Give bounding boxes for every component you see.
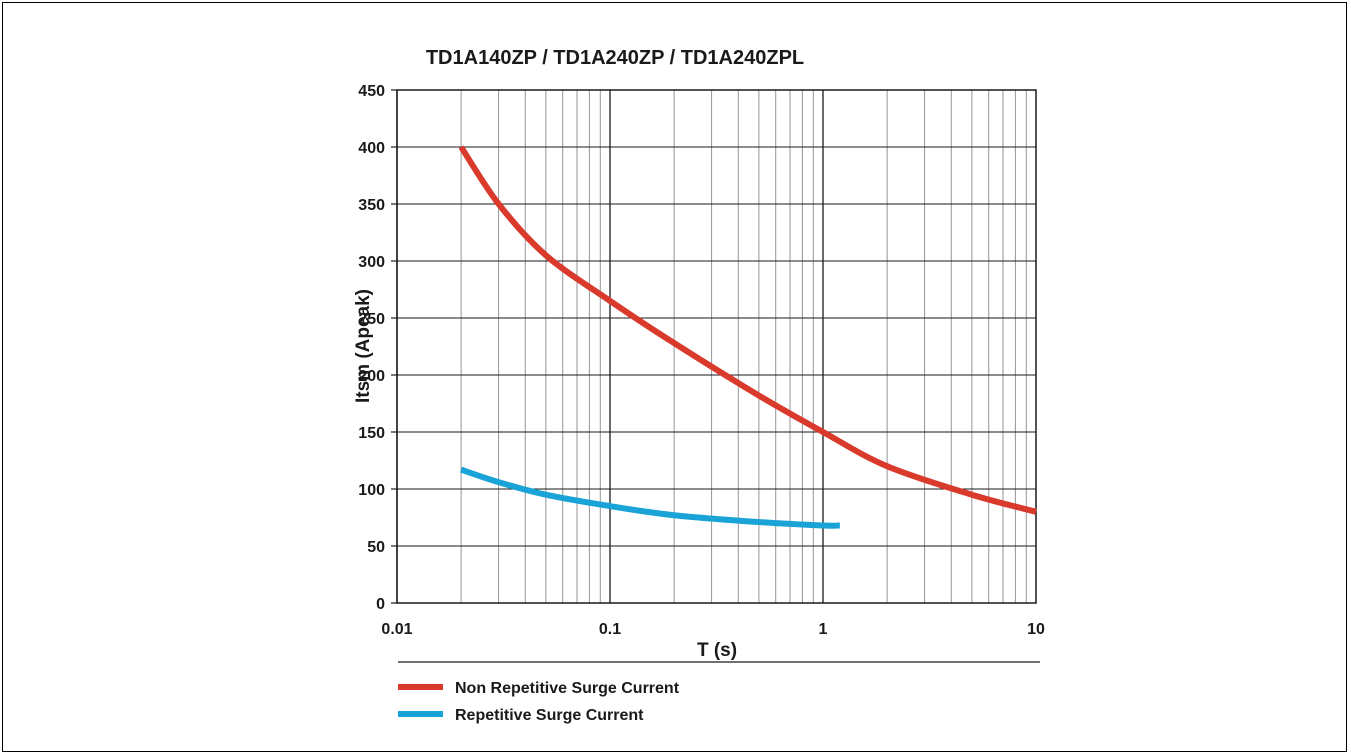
y-tick-label: 250: [358, 311, 385, 328]
y-tick-label: 100: [358, 482, 385, 499]
series-lines: [458, 145, 1037, 529]
series-line-repetitive: [460, 466, 840, 529]
x-tick-label: 0.1: [599, 621, 621, 638]
y-tick-label: 300: [358, 254, 385, 271]
tick-labels: 0 50 100 150 200 250 300 350 400 450 0.01 0.1 1 10: [358, 83, 1045, 638]
y-tick-label: 450: [358, 83, 385, 100]
x-tick-label: 0.01: [381, 621, 412, 638]
y-axis-label: Itsm (Apeak): [353, 289, 374, 403]
plot-border: [396, 89, 1037, 604]
legend-label-non-repetitive: Non Repetitive Surge Current: [455, 680, 680, 697]
chart-title: TD1A140ZP / TD1A240ZP / TD1A240ZPL: [426, 47, 804, 69]
y-tick-label: 200: [358, 368, 385, 385]
legend: Non Repetitive Surge Current Repetitive …: [398, 680, 680, 724]
y-tick-label: 350: [358, 197, 385, 214]
x-axis-label: T (s): [697, 640, 737, 661]
y-tick-label: 150: [358, 425, 385, 442]
y-tick-label: 400: [358, 140, 385, 157]
grid: [396, 89, 1036, 604]
legend-label-repetitive: Repetitive Surge Current: [455, 707, 644, 724]
series-line-non-repetitive: [458, 145, 1037, 515]
y-tick-label: 50: [367, 539, 385, 556]
x-tick-label: 10: [1027, 621, 1045, 638]
x-tick-label: 1: [819, 621, 828, 638]
y-tick-label: 0: [376, 596, 385, 613]
